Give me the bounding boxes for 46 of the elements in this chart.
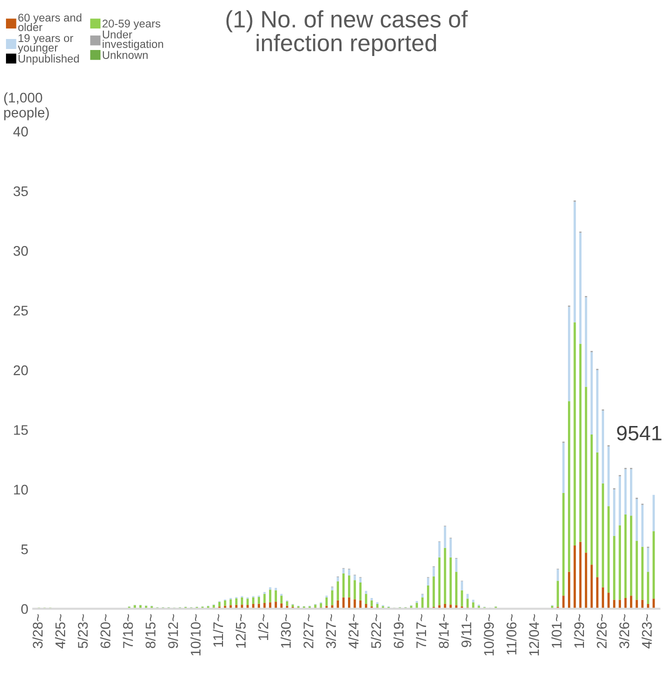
x-tick-label: 1/01~: [551, 614, 562, 648]
x-tick-label: 12/04~: [528, 614, 539, 656]
y-axis-title: (1,000 people): [4, 92, 49, 120]
x-tick-label: 10/09~: [484, 614, 494, 656]
x-tick-label: 10/10~: [190, 614, 201, 656]
chart-title: (1) No. of new cases of infection reported: [226, 10, 468, 56]
x-tick-label: 6/20~: [100, 614, 110, 648]
x-tick-label: 5/22~: [370, 614, 382, 648]
x-tick-label: 8/15~: [145, 614, 156, 648]
legend-label: Unpublished: [18, 54, 79, 65]
x-tick-label: 4/25~: [55, 614, 66, 648]
x-tick-label: 12/5~: [236, 614, 246, 648]
y-tick-label: 10: [14, 484, 28, 495]
legend-label: 60 years and older: [18, 13, 82, 32]
legend-label: Under investigation: [102, 30, 164, 50]
y-tick-label: 25: [14, 306, 28, 316]
x-tick-label: 9/12~: [168, 614, 178, 648]
x-tick-label: 2/26~: [596, 614, 607, 648]
x-tick-label: 3/26~: [619, 614, 630, 648]
x-tick-label: 5/23~: [78, 614, 88, 648]
x-tick-label: 11/06~: [506, 614, 516, 654]
x-tick-label: 1/2~: [258, 614, 268, 640]
x-tick-label: 1/29~: [574, 614, 584, 648]
y-tick-label: 15: [14, 425, 28, 435]
annotation: 9541: [617, 426, 662, 440]
x-tick-label: 11/7~: [212, 614, 224, 647]
y-tick-label: 40: [13, 126, 28, 136]
y-tick-label: 35: [14, 186, 28, 196]
x-tick-label: 4/23~: [642, 614, 652, 648]
x-tick-label: 2/27~: [303, 614, 314, 648]
legend-label: 19 years or younger: [18, 34, 74, 54]
y-tick-label: 0: [21, 604, 28, 614]
y-tick-label: 20: [14, 365, 28, 376]
x-tick-label: 3/28~: [32, 614, 43, 648]
legend-label: 20-59 years: [102, 20, 160, 30]
x-tick-label: 7/17~: [416, 614, 426, 648]
x-tick-label: 9/11~: [461, 614, 472, 648]
legend-label: Unknown: [102, 50, 148, 59]
y-tick-label: 5: [21, 544, 28, 554]
x-tick-label: 1/30~: [280, 614, 291, 648]
x-tick-label: 4/24~: [348, 614, 359, 648]
y-tick-label: 30: [14, 246, 28, 256]
x-tick-label: 8/14~: [438, 614, 449, 648]
x-tick-label: 6/19~: [393, 614, 404, 648]
x-tick-label: 3/27~: [326, 614, 336, 648]
x-tick-label: 7/18~: [122, 614, 133, 648]
